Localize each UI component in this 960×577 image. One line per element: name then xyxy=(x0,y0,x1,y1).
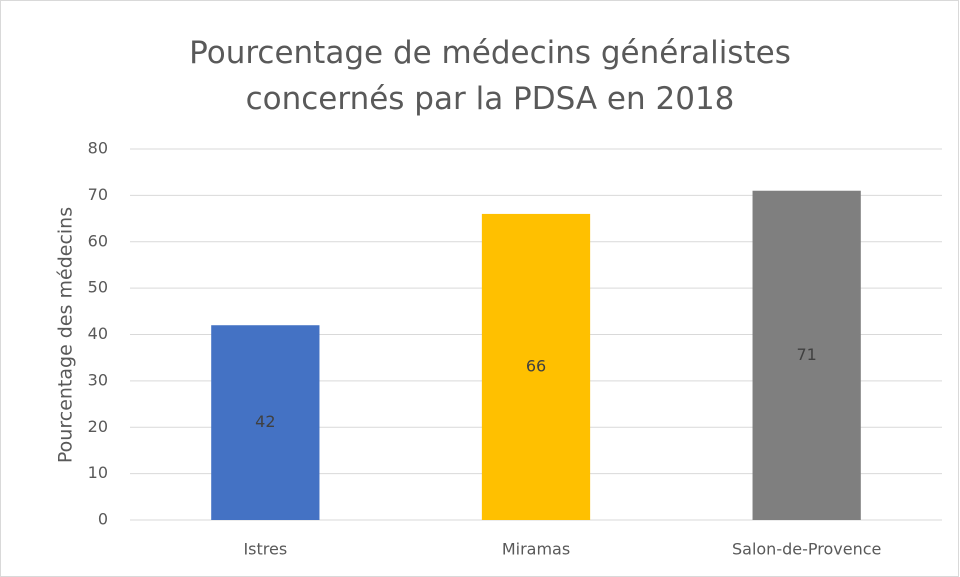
y-tick-label: 60 xyxy=(88,231,108,250)
y-tick-label: 50 xyxy=(88,278,108,297)
x-tick-label: Istres xyxy=(243,540,287,559)
y-tick-label: 10 xyxy=(88,463,108,482)
x-tick-label: Miramas xyxy=(502,540,570,559)
y-tick-label: 30 xyxy=(88,370,108,389)
y-tick-label: 20 xyxy=(88,417,108,436)
data-label: 66 xyxy=(526,356,546,375)
y-tick-label: 80 xyxy=(88,139,108,158)
x-tick-label: Salon-de-Provence xyxy=(732,540,881,559)
chart-title: Pourcentage de médecins généralistes con… xyxy=(189,35,791,117)
y-tick-label: 40 xyxy=(88,324,108,343)
bar xyxy=(211,325,320,520)
bar xyxy=(481,213,591,521)
data-label: 71 xyxy=(796,345,816,364)
y-tick-label: 0 xyxy=(98,510,108,529)
data-label: 42 xyxy=(255,412,275,431)
y-tick-label: 70 xyxy=(88,185,108,204)
y-axis-title: Pourcentage des médecins xyxy=(55,207,77,463)
bar xyxy=(752,190,861,521)
